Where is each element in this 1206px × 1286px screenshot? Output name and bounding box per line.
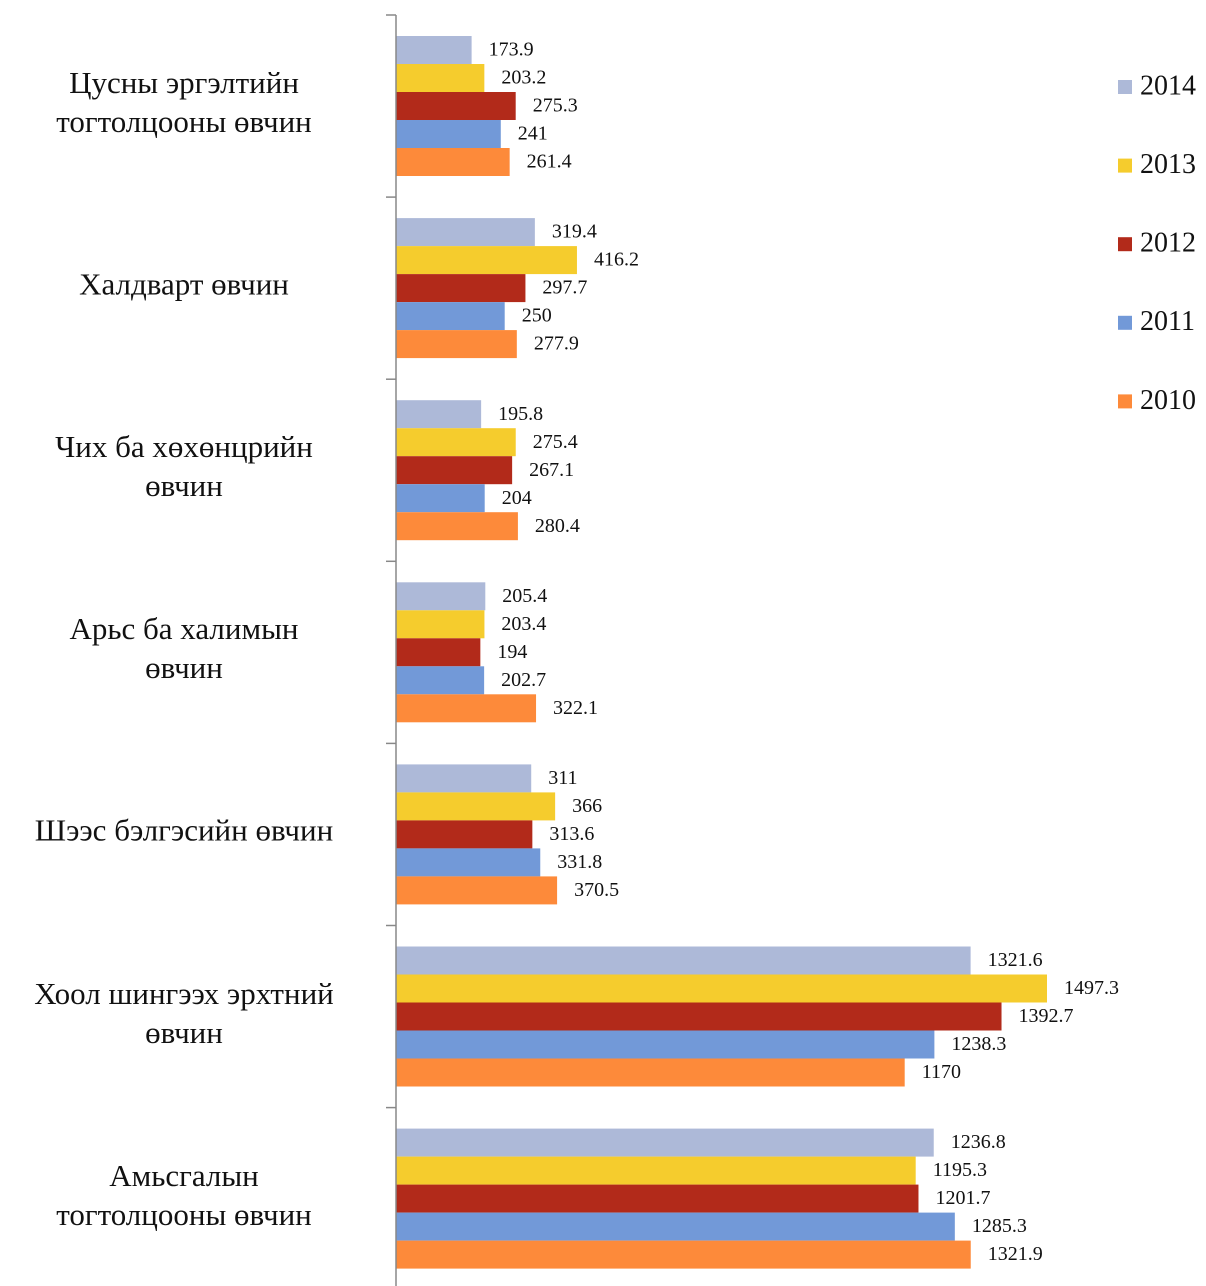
bar (396, 582, 486, 611)
bar (396, 92, 516, 120)
value-label: 1321.9 (988, 1243, 1043, 1265)
bar (396, 666, 485, 695)
value-label: 194 (497, 641, 527, 663)
bar (396, 694, 537, 723)
bar (396, 218, 535, 247)
bar (396, 64, 485, 92)
value-label: 250 (522, 305, 552, 327)
legend-swatch (1118, 80, 1132, 94)
legend-label: 2014 (1140, 70, 1196, 101)
value-label: 275.4 (533, 431, 578, 453)
bar (396, 610, 485, 639)
legend-swatch (1118, 158, 1132, 173)
value-label: 297.7 (542, 277, 587, 299)
value-label: 1497.3 (1064, 977, 1119, 999)
bar (396, 302, 505, 331)
value-label: 280.4 (535, 515, 580, 537)
legend-label: 2013 (1140, 149, 1196, 180)
category-label: Шээс бэлгэсийн өвчин (34, 812, 334, 848)
bar (396, 330, 517, 359)
bar (396, 1184, 919, 1213)
bar (396, 1156, 916, 1185)
value-label: 370.5 (574, 879, 619, 901)
bar (396, 876, 558, 905)
bar (396, 36, 472, 64)
value-label: 322.1 (553, 697, 598, 719)
bar (396, 274, 526, 303)
value-label: 202.7 (501, 669, 546, 691)
value-label: 1195.3 (933, 1159, 987, 1181)
legend-swatch (1118, 237, 1132, 252)
bar (396, 512, 518, 541)
legend-label: 2012 (1140, 228, 1196, 259)
value-label: 203.4 (501, 613, 546, 635)
bar (396, 484, 485, 513)
value-label: 1392.7 (1019, 1005, 1074, 1027)
bar (396, 246, 577, 275)
value-label: 319.4 (552, 221, 597, 243)
value-label: 416.2 (594, 249, 639, 271)
value-label: 195.8 (498, 403, 543, 425)
value-label: 331.8 (557, 851, 602, 873)
value-label: 241 (518, 123, 548, 145)
bar (396, 428, 516, 457)
bar (396, 1030, 935, 1059)
bar (396, 1240, 971, 1269)
bar (396, 946, 971, 975)
bar (396, 848, 541, 877)
category-label: Хоол шингээх эрхтний өвчин (34, 975, 334, 1050)
value-label: 275.3 (533, 95, 578, 117)
value-label: 277.9 (534, 333, 579, 355)
category-label: Халдварт өвчин (79, 266, 289, 302)
value-label: 203.2 (501, 67, 546, 89)
legend-swatch (1118, 394, 1132, 409)
bar (396, 1002, 1002, 1031)
bar (396, 792, 556, 821)
value-label: 1201.7 (935, 1187, 990, 1209)
bar (396, 1058, 905, 1087)
bar (396, 148, 510, 176)
bar (396, 400, 482, 429)
value-label: 1236.8 (951, 1131, 1006, 1153)
bar (396, 120, 501, 148)
value-label: 261.4 (527, 151, 572, 173)
bar (396, 974, 1047, 1003)
category-label: Амьсгалын тогтолцооны өвчин (56, 1157, 312, 1232)
value-label: 366 (572, 795, 602, 817)
bar (396, 1128, 934, 1157)
value-label: 267.1 (529, 459, 574, 481)
value-label: 1285.3 (972, 1215, 1027, 1237)
value-label: 311 (548, 767, 577, 789)
value-label: 1321.6 (988, 949, 1043, 971)
value-label: 204 (502, 487, 532, 509)
value-label: 313.6 (549, 823, 594, 845)
value-label: 205.4 (502, 585, 547, 607)
legend-swatch (1118, 315, 1132, 330)
value-label: 1238.3 (951, 1033, 1006, 1055)
legend-label: 2010 (1140, 385, 1196, 416)
value-label: 1170 (922, 1061, 961, 1083)
bar (396, 764, 532, 793)
bar (396, 1212, 955, 1241)
category-label: Арьс ба халимын өвчин (69, 611, 299, 686)
bar (396, 638, 481, 667)
value-label: 173.9 (489, 39, 534, 61)
bar (396, 456, 513, 485)
category-label: Чих ба хөхөнцрийн өвчин (55, 429, 313, 504)
legend-label: 2011 (1140, 306, 1195, 337)
category-label: Цусны эргэлтийн тогтолцооны өвчин (56, 65, 312, 140)
bar (396, 820, 533, 849)
